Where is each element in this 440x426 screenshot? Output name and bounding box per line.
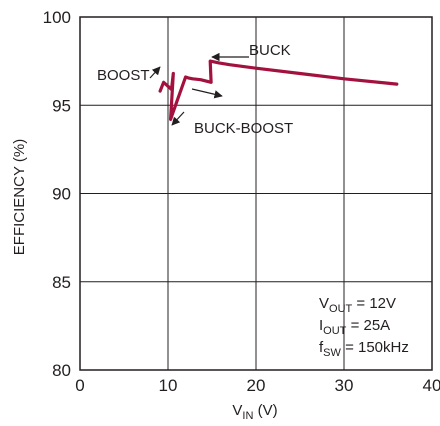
x-tick-40: 40 (423, 376, 440, 395)
buck-label: BUCK (249, 42, 291, 59)
plot-frame (79, 16, 433, 371)
buck-boost-label: BUCK-BOOST (194, 120, 293, 137)
boost-label: BOOST (97, 67, 150, 84)
x-tick-labels: 0 10 20 30 40 (75, 376, 440, 395)
x-axis-label: VIN (V) (232, 402, 277, 422)
y-tick-85: 85 (52, 273, 71, 292)
x-tick-30: 30 (335, 376, 354, 395)
y-axis-label: EFFICIENCY (%) (11, 139, 28, 255)
y-tick-100: 100 (43, 8, 71, 27)
efficiency-curve (158, 59, 399, 121)
x-tick-0: 0 (75, 376, 84, 395)
condition-vout: VOUT = 12V (319, 295, 396, 315)
buck-boost-arrow-left (171, 111, 185, 126)
condition-fsw: fSW = 150kHz (319, 339, 409, 359)
buck-boost-arrow-right (191, 88, 223, 99)
y-tick-80: 80 (52, 361, 71, 380)
boost-arrow (149, 66, 161, 79)
grid-lines (80, 17, 432, 370)
y-tick-90: 90 (52, 185, 71, 204)
condition-iout: IOUT = 25A (319, 317, 390, 337)
x-tick-10: 10 (159, 376, 178, 395)
y-tick-95: 95 (52, 96, 71, 115)
y-tick-labels: 100 95 90 85 80 (43, 8, 71, 380)
operating-conditions: VOUT = 12V IOUT = 25A fSW = 150kHz (319, 295, 409, 359)
x-tick-20: 20 (247, 376, 266, 395)
